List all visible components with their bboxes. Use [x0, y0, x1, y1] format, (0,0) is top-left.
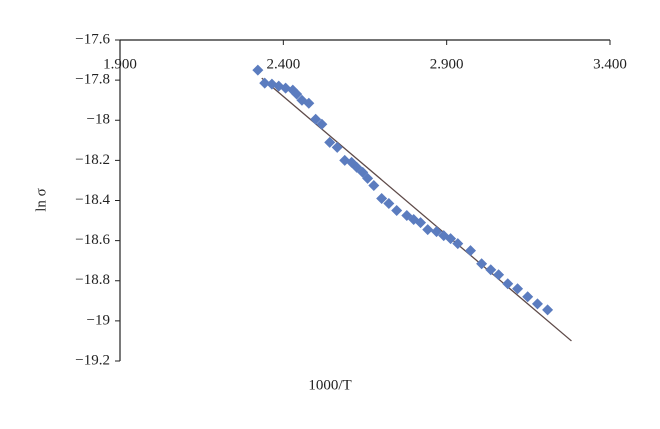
data-point	[415, 217, 427, 229]
data-point	[310, 113, 322, 125]
data-point	[485, 264, 497, 276]
data-point	[391, 205, 403, 217]
trend-line	[261, 77, 572, 342]
y-tick-label: −19	[87, 312, 110, 328]
data-point	[324, 136, 336, 148]
x-tick-label: 2.900	[430, 56, 464, 72]
data-point	[376, 192, 388, 204]
y-axis-label: ln σ	[33, 188, 49, 212]
data-point	[522, 291, 534, 303]
data-point	[331, 141, 343, 153]
data-point	[542, 304, 554, 316]
y-tick-label: −18.4	[75, 192, 110, 208]
data-point	[502, 278, 514, 290]
data-point	[422, 224, 434, 236]
data-point	[431, 226, 443, 238]
x-tick-label: 2.400	[266, 56, 300, 72]
y-tick-label: −19.2	[75, 352, 110, 368]
data-point	[259, 77, 271, 89]
y-tick-label: −18	[87, 112, 110, 128]
data-point	[512, 283, 524, 295]
x-axis-label: 1000/T	[308, 377, 351, 393]
y-tick-label: −18.8	[75, 272, 110, 288]
data-point	[476, 258, 488, 270]
x-tick-label: 1.900	[103, 56, 137, 72]
data-point	[465, 245, 477, 257]
y-tick-label: −18.2	[75, 152, 110, 168]
y-tick-label: −17.8	[75, 72, 110, 88]
y-tick-label: −18.6	[75, 232, 110, 248]
y-tick-label: −17.6	[75, 31, 110, 47]
data-point	[445, 233, 457, 245]
data-point	[383, 198, 395, 210]
data-point	[531, 298, 543, 310]
data-point	[291, 88, 303, 100]
data-point	[316, 118, 328, 130]
data-point	[303, 97, 315, 109]
x-tick-label: 3.400	[593, 56, 627, 72]
data-point	[362, 172, 374, 184]
data-point	[252, 64, 264, 76]
data-point	[368, 179, 380, 191]
data-point	[493, 269, 505, 281]
data-point	[452, 238, 464, 250]
